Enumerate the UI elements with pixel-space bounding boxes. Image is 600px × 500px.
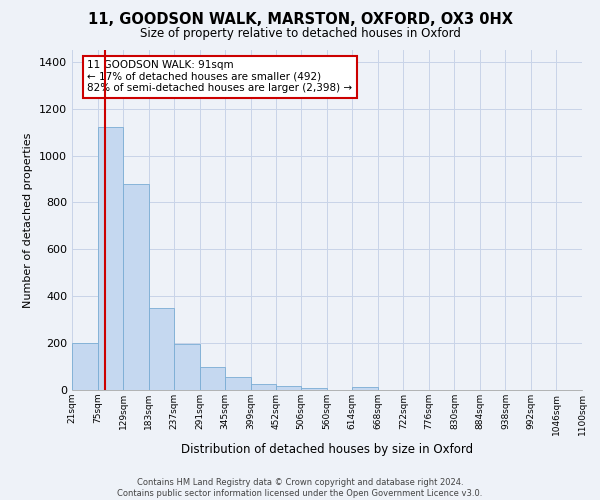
- Bar: [200, 366, 225, 390]
- Bar: [225, 377, 251, 390]
- Bar: [301, 388, 327, 390]
- X-axis label: Distribution of detached houses by size in Oxford: Distribution of detached houses by size …: [181, 443, 473, 456]
- Text: 11 GOODSON WALK: 91sqm
← 17% of detached houses are smaller (492)
82% of semi-de: 11 GOODSON WALK: 91sqm ← 17% of detached…: [88, 60, 352, 94]
- Bar: [352, 387, 378, 390]
- Bar: [149, 308, 174, 390]
- Bar: [251, 384, 276, 390]
- Text: Contains HM Land Registry data © Crown copyright and database right 2024.
Contai: Contains HM Land Registry data © Crown c…: [118, 478, 482, 498]
- Bar: [72, 343, 98, 390]
- Bar: [98, 128, 123, 390]
- Y-axis label: Number of detached properties: Number of detached properties: [23, 132, 34, 308]
- Text: 11, GOODSON WALK, MARSTON, OXFORD, OX3 0HX: 11, GOODSON WALK, MARSTON, OXFORD, OX3 0…: [88, 12, 512, 28]
- Text: Size of property relative to detached houses in Oxford: Size of property relative to detached ho…: [140, 28, 460, 40]
- Bar: [123, 184, 149, 390]
- Bar: [276, 386, 301, 390]
- Bar: [174, 344, 200, 390]
